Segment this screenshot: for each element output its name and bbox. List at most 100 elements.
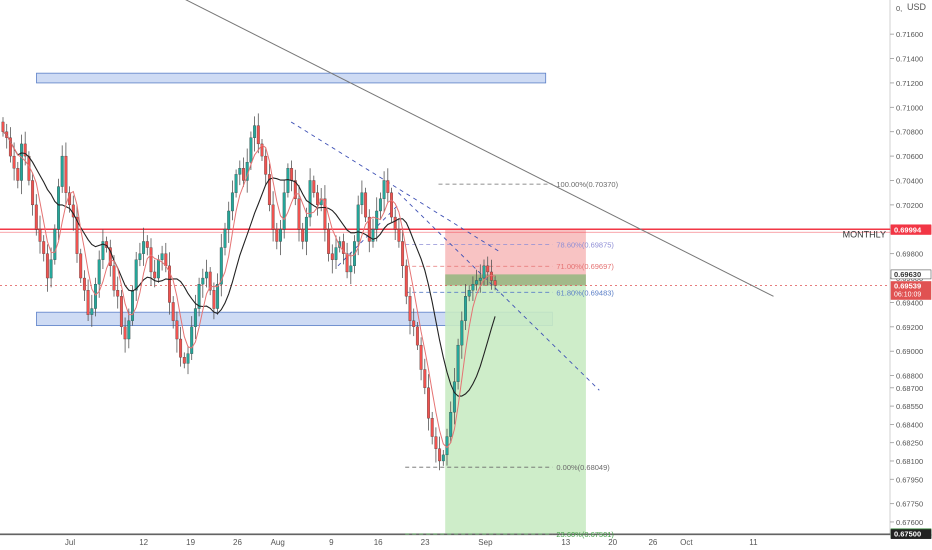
candle-body: [60, 155, 64, 187]
fib-level-label: 23.60%(0.67501): [556, 530, 614, 539]
candle-body: [57, 186, 60, 230]
x-tick-label: 9: [329, 538, 334, 547]
channel-line: [397, 192, 600, 391]
candle-body: [82, 277, 86, 291]
candle-body: [353, 241, 356, 267]
descending-trendline: [185, 0, 774, 297]
candle-body: [456, 344, 460, 382]
candle-body: [438, 448, 442, 462]
candle-body: [279, 229, 282, 242]
candle-body: [90, 308, 94, 315]
candle-body: [412, 320, 416, 327]
candle-body: [397, 229, 401, 242]
x-tick-label: 16: [374, 538, 383, 547]
fib-level-label: 71.00%(0.69697): [556, 262, 614, 271]
candle-body: [101, 241, 105, 260]
x-tick-label: 26: [648, 538, 657, 547]
candle-body: [31, 180, 35, 206]
candle-body: [79, 253, 83, 279]
y-tick-label: 0.70800: [896, 128, 923, 137]
candle-body: [1, 121, 5, 132]
y-tick-label: 0.70400: [896, 176, 923, 185]
candle-body: [216, 283, 220, 309]
candle-body: [86, 290, 90, 315]
candle-body: [160, 253, 164, 260]
candle-body: [123, 326, 127, 340]
candle-body: [223, 229, 227, 248]
candle-body: [8, 137, 12, 157]
candle-body: [267, 174, 271, 206]
candle-body: [108, 247, 112, 267]
candle-body: [156, 259, 160, 279]
candle-body: [253, 125, 257, 138]
candle-body: [212, 290, 216, 309]
candle-body: [371, 229, 375, 242]
price-tag-label: 0.67500: [894, 530, 921, 539]
y-tick-label: 0.71600: [896, 30, 923, 39]
candle-body: [449, 412, 453, 437]
candle-body: [434, 436, 438, 449]
candle-body: [364, 192, 368, 218]
price-tag-label: 0.69630: [894, 270, 921, 279]
x-tick-label: 13: [561, 538, 570, 547]
channel-line: [290, 121, 500, 252]
candle-body: [64, 155, 68, 193]
candle-body: [16, 168, 20, 181]
candle-body: [297, 198, 301, 230]
candle-body: [316, 192, 319, 206]
y-tick-label: 0.70200: [896, 201, 923, 210]
fib-level-label: 61.80%(0.69483): [556, 288, 614, 297]
y-tick-label: 0.67950: [896, 475, 923, 484]
candle-body: [375, 210, 379, 230]
candle-body: [360, 192, 364, 206]
take-profit-area: [445, 285, 586, 534]
candle-body: [423, 369, 427, 388]
candle-body: [127, 320, 131, 340]
candle-body: [238, 168, 242, 175]
candle-body: [149, 247, 153, 273]
x-tick-label: 19: [186, 538, 195, 547]
candle-body: [119, 296, 123, 327]
candle-body: [45, 253, 49, 279]
candle-body: [234, 174, 238, 193]
candle-body: [293, 180, 297, 199]
price-tag: [890, 225, 932, 235]
candle-body: [386, 180, 390, 193]
y-tick-label: 0.69200: [896, 323, 923, 332]
y-tick-label: 0.69000: [896, 347, 923, 356]
candle-body: [382, 180, 386, 199]
candle-body: [489, 271, 493, 281]
candle-body: [42, 241, 46, 254]
monthly-level-label: MONTHLY: [843, 229, 886, 239]
candle-body: [467, 290, 471, 297]
price-tag-label: 0.69539: [894, 281, 921, 290]
candle-body: [282, 192, 286, 230]
candle-body: [327, 229, 331, 254]
candle-body: [260, 143, 264, 157]
support-resistance-zone: [36, 72, 547, 84]
candle-body: [249, 137, 253, 163]
x-tick-label: 12: [139, 538, 148, 547]
candle-body: [475, 280, 479, 285]
candle-body: [256, 125, 260, 145]
fib-level-label: 100.00%(0.70370): [556, 180, 618, 189]
candle-body: [286, 168, 290, 193]
candle-body: [430, 418, 434, 437]
candle-body: [452, 381, 456, 413]
candle-body: [153, 271, 157, 279]
candle-body: [142, 241, 146, 254]
candle-body: [427, 387, 430, 419]
candle-body: [345, 253, 349, 273]
y-tick-label: 0.71400: [896, 55, 923, 64]
candle-body: [134, 259, 138, 291]
y-tick-label: 0.67600: [896, 518, 923, 527]
x-tick-label: 26: [233, 538, 242, 547]
candle-body: [356, 204, 360, 242]
y-axis-prefix: 0,: [896, 4, 902, 13]
candle-body: [264, 155, 268, 175]
candle-body: [301, 229, 305, 242]
price-tag-countdown: 06:10:09: [894, 291, 921, 298]
candle-body: [334, 247, 338, 260]
candle-body: [168, 265, 171, 303]
